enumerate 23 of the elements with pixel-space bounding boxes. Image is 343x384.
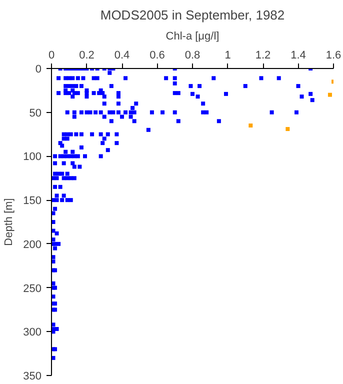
point	[328, 92, 332, 97]
x-axis-title: Chl-a [μg/l]	[166, 30, 220, 42]
y-tick-label: 150	[23, 195, 42, 208]
chart-title: MODS2005 in September, 1982	[100, 8, 285, 22]
x-tick-label: 0	[48, 50, 55, 62]
x-tick-label: 1.4	[290, 50, 306, 62]
y-tick-label: 200	[23, 238, 42, 251]
y-tick-label: 50	[29, 107, 42, 120]
x-tick-label: 0.2	[79, 50, 94, 62]
x-tick-label: 1.6	[326, 50, 342, 62]
y-tick-label: 350	[23, 370, 42, 382]
y-tick-label: 250	[23, 282, 42, 295]
x-tick-label: 0.4	[114, 50, 130, 62]
point	[286, 127, 290, 132]
y-tick-label: 100	[23, 151, 42, 164]
x-tick-label: 1	[224, 50, 231, 62]
x-tick-label: 1.2	[255, 50, 271, 62]
y-tick-label: 300	[23, 326, 42, 339]
y-axis-title: Depth [m]	[3, 198, 16, 246]
y-tick-label: 0	[35, 64, 42, 76]
point	[248, 124, 253, 128]
x-tick-label: 0.8	[184, 50, 200, 62]
x-tick-label: 0.6	[150, 50, 165, 62]
